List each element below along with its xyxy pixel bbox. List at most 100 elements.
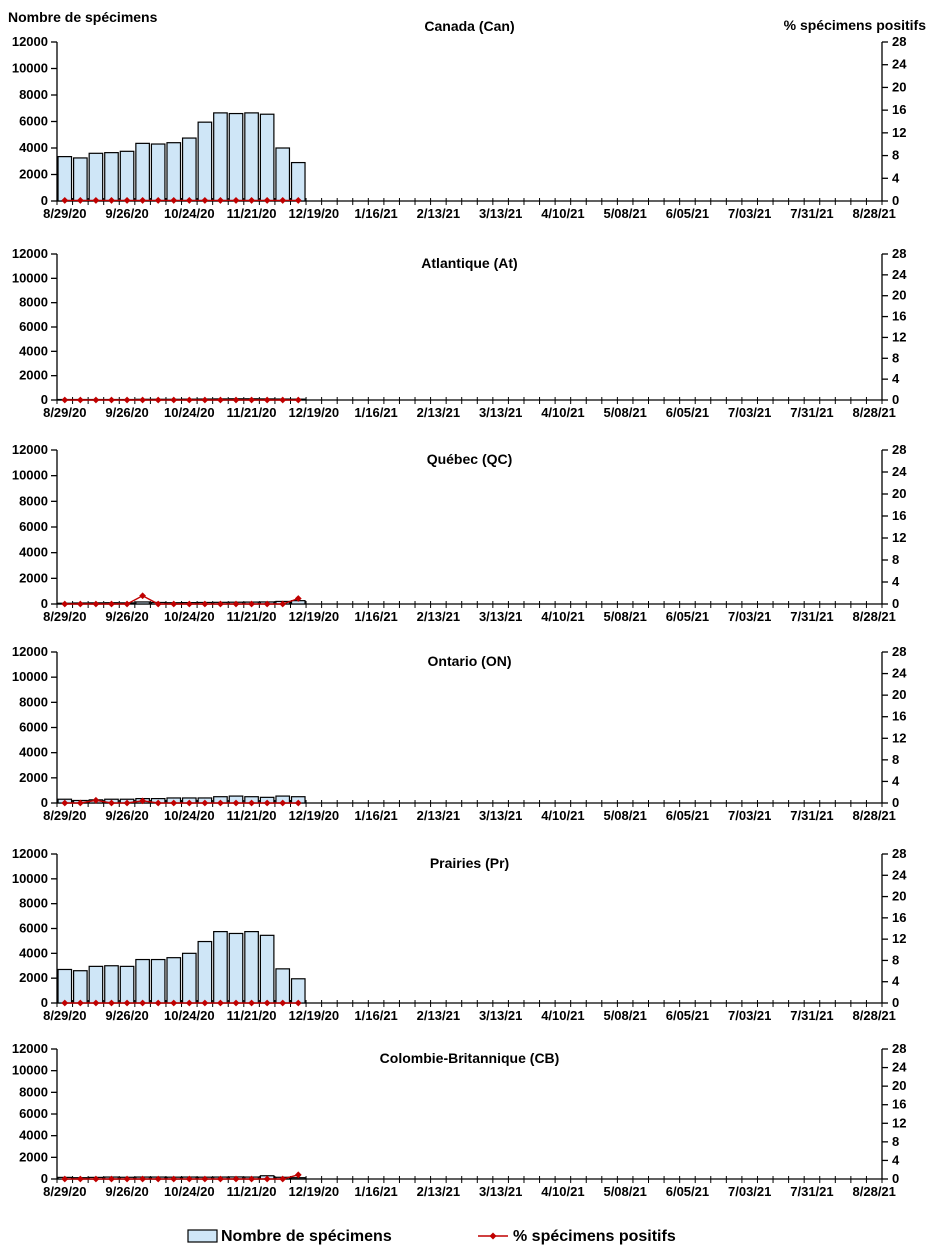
x-axis-tick-label: 5/08/21: [603, 1184, 646, 1199]
x-axis-tick-label: 6/05/21: [666, 405, 709, 420]
y-axis-right-tick-label: 16: [892, 309, 906, 324]
pct-positive-marker: [123, 1175, 131, 1183]
x-axis-tick-label: 5/08/21: [603, 1008, 646, 1023]
x-axis-tick-label: 7/31/21: [790, 1184, 833, 1199]
pct-positive-marker: [248, 999, 255, 1007]
pct-positive-marker: [123, 999, 131, 1007]
specimen-bar: [119, 965, 135, 1004]
y-axis-right-tick-label: 28: [892, 1041, 906, 1056]
y-axis-left-tick-label: 6000: [19, 519, 48, 534]
y-axis-right-tick-label: 16: [892, 102, 906, 117]
y-axis-left-tick-label: 0: [41, 193, 48, 208]
y-axis-left-tick-label: 4000: [19, 1128, 48, 1143]
x-axis-tick-label: 6/05/21: [666, 206, 709, 221]
chart-panel-2: Québec (QC) 0 2000 4000 6000 8000 10000 12000 0 4…: [12, 442, 907, 624]
pct-positive-marker: [294, 197, 302, 204]
pct-positive-marker: [76, 197, 84, 204]
y-axis-right-tick-label: 16: [892, 1097, 906, 1112]
y-axis-right-tick-label: 12: [892, 530, 906, 545]
specimen-bar: [275, 147, 291, 202]
y-axis-right-tick-label: 20: [892, 1078, 906, 1093]
y-axis-left-tick-label: 6000: [19, 720, 48, 735]
pct-positive-marker: [263, 197, 271, 204]
panel-title: Colombie-Britannique (CB): [380, 1050, 560, 1066]
specimen-bar: [228, 112, 244, 202]
left-axis-header: Nombre de spécimens: [8, 9, 158, 25]
y-axis-left-tick-label: 0: [41, 1171, 48, 1186]
pct-positive-marker: [248, 197, 255, 204]
y-axis-left-tick-label: 2000: [19, 368, 48, 383]
pct-positive-marker: [294, 799, 302, 807]
x-axis-tick-label: 11/21/20: [227, 1008, 277, 1023]
y-axis-left-tick-label: 2000: [19, 167, 48, 182]
pct-positive-marker: [263, 1175, 271, 1183]
x-axis-tick-label: 8/28/21: [853, 1184, 896, 1199]
pct-positive-marker: [123, 799, 131, 807]
pct-positive-marker: [185, 396, 193, 404]
x-axis-tick-label: 8/29/20: [43, 1008, 86, 1023]
specimen-bar: [135, 958, 150, 1004]
y-axis-left-tick-label: 4000: [19, 343, 48, 358]
pct-positive-marker: [248, 1175, 255, 1183]
x-axis-tick-label: 11/21/20: [227, 609, 277, 624]
chart-panel-3: Ontario (ON) 0 2000 4000 6000 8000 10000 12000 0…: [12, 644, 907, 823]
right-axis-header: % spécimens positifs: [784, 17, 927, 33]
x-axis-tick-label: 12/19/20: [289, 808, 340, 823]
y-axis-left-tick-label: 0: [41, 392, 48, 407]
y-axis-left-tick-label: 12000: [12, 1041, 48, 1056]
x-axis-tick-label: 3/13/21: [479, 1008, 522, 1023]
x-axis-tick-label: 2/13/21: [417, 609, 460, 624]
chart-panel-5: Colombie-Britannique (CB)020004000600080…: [12, 1041, 907, 1199]
x-axis-tick-label: 7/31/21: [790, 206, 833, 221]
specimen-bar: [88, 152, 104, 202]
x-axis-tick-label: 7/03/21: [728, 808, 771, 823]
y-axis-right-tick-label: 20: [892, 486, 906, 501]
x-axis-tick-label: 10/24/20: [164, 206, 215, 221]
x-axis-tick-label: 2/13/21: [417, 206, 460, 221]
y-axis-right-tick-label: 0: [892, 392, 899, 407]
x-axis-tick-label: 6/05/21: [666, 1184, 709, 1199]
pct-positive-marker: [92, 600, 100, 608]
chart-panel-0: Canada (Can) 0 2000 4000 6000 8000 10000 12000 0…: [12, 18, 907, 221]
y-axis-left-tick-label: 8000: [19, 896, 48, 911]
pct-positive-marker: [201, 600, 209, 608]
y-axis-left-tick-label: 10000: [12, 1063, 48, 1078]
panel-title: Canada (Can): [424, 18, 514, 34]
y-axis-left-tick-label: 10000: [12, 669, 48, 684]
y-axis-left-tick-label: 10000: [12, 61, 48, 76]
y-axis-left-tick-label: 10000: [12, 871, 48, 886]
pct-positive-marker: [185, 197, 193, 204]
pct-positive-marker: [139, 592, 147, 600]
y-axis-left-tick-label: 6000: [19, 1106, 48, 1121]
panel-title: Prairies (Pr): [430, 855, 509, 871]
pct-positive-line: [64, 1174, 299, 1180]
specimen-bar: [166, 957, 182, 1004]
pct-positive-marker: [201, 999, 209, 1007]
pct-positive-marker: [154, 999, 162, 1007]
x-axis-tick-label: 9/26/20: [105, 206, 148, 221]
pct-positive-marker: [61, 799, 69, 807]
pct-positive-marker: [92, 796, 100, 804]
x-axis-tick-label: 9/26/20: [105, 609, 148, 624]
pct-positive-marker: [76, 999, 84, 1007]
x-axis-tick-label: 8/29/20: [43, 206, 86, 221]
pct-positive-marker: [217, 197, 224, 204]
y-axis-left-tick-label: 2000: [19, 570, 48, 585]
specimen-bar: [150, 143, 166, 202]
y-axis-right-tick-label: 8: [892, 952, 899, 967]
y-axis-left-tick-label: 6000: [19, 319, 48, 334]
pct-positive-marker: [61, 396, 69, 404]
pct-positive-marker: [154, 396, 162, 404]
x-axis-tick-label: 12/19/20: [289, 1184, 340, 1199]
y-axis-right-tick-label: 0: [892, 596, 899, 611]
y-axis-right-tick-label: 24: [892, 267, 907, 282]
pct-positive-marker: [108, 1175, 115, 1183]
x-axis-tick-label: 11/21/20: [227, 206, 277, 221]
y-axis-right-tick-label: 8: [892, 350, 899, 365]
y-axis-right-tick-label: 0: [892, 193, 899, 208]
specimen-bar: [72, 157, 88, 202]
pct-positive-line: [64, 594, 299, 605]
x-axis-tick-label: 5/08/21: [603, 808, 646, 823]
y-axis-left-tick-label: 10000: [12, 468, 48, 483]
x-axis-tick-label: 7/31/21: [790, 808, 833, 823]
